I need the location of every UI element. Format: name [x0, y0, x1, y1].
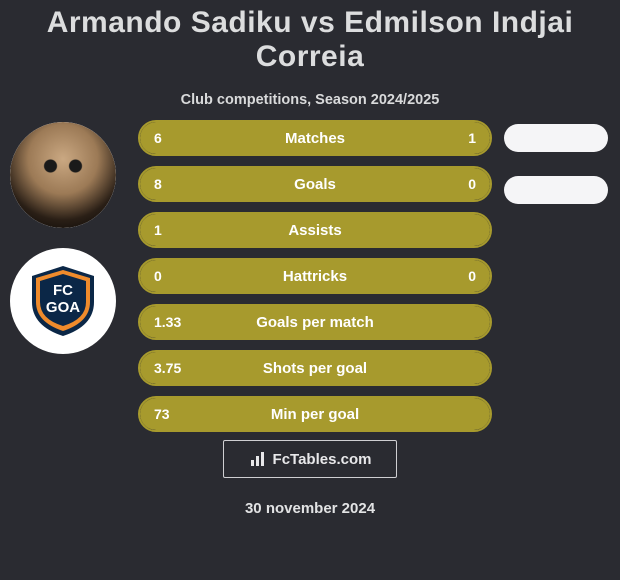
- stat-left-value: 73: [154, 406, 170, 422]
- stat-label: Goals: [294, 176, 336, 193]
- stat-row: 1 Assists: [138, 212, 492, 248]
- avatar-column: FC GOA: [10, 122, 122, 354]
- footer-brand-text: FcTables.com: [273, 451, 372, 468]
- stat-row: 3.75 Shots per goal: [138, 350, 492, 386]
- stat-label: Matches: [285, 130, 345, 147]
- player-avatar-left: [10, 122, 116, 228]
- indicator-oval: [504, 176, 608, 204]
- svg-text:FC: FC: [53, 282, 73, 299]
- stat-left-value: 1: [154, 222, 162, 238]
- fc-goa-logo-icon: FC GOA: [24, 262, 102, 340]
- stat-left-value: 1.33: [154, 314, 181, 330]
- stat-left-value: 6: [154, 130, 162, 146]
- stat-label: Hattricks: [283, 268, 347, 285]
- stat-label: Assists: [288, 222, 341, 239]
- svg-text:GOA: GOA: [46, 299, 80, 316]
- page-subtitle: Club competitions, Season 2024/2025: [0, 92, 620, 108]
- right-indicator-column: [504, 124, 608, 204]
- stat-left-value: 0: [154, 268, 162, 284]
- indicator-oval: [504, 124, 608, 152]
- stat-right-value: 0: [468, 176, 476, 192]
- stat-row: 0 Hattricks 0: [138, 258, 492, 294]
- page-title: Armando Sadiku vs Edmilson Indjai Correi…: [0, 0, 620, 74]
- stat-row: 6 Matches 1: [138, 120, 492, 156]
- club-logo: FC GOA: [10, 248, 116, 354]
- stat-row: 73 Min per goal: [138, 396, 492, 432]
- stat-left-value: 8: [154, 176, 162, 192]
- stat-row: 1.33 Goals per match: [138, 304, 492, 340]
- stat-row: 8 Goals 0: [138, 166, 492, 202]
- stat-right-value: 0: [468, 268, 476, 284]
- player-face: [10, 122, 116, 228]
- footer-brand-badge[interactable]: FcTables.com: [223, 440, 397, 478]
- stats-list: 6 Matches 1 8 Goals 0 1 Assists 0 Hattricks 0 1.33 G…: [138, 120, 492, 442]
- stat-label: Min per goal: [271, 406, 359, 423]
- stat-label: Shots per goal: [263, 360, 367, 377]
- bars-icon: [249, 450, 267, 468]
- stat-left-value: 3.75: [154, 360, 181, 376]
- stat-label: Goals per match: [256, 314, 374, 331]
- stat-right-value: 1: [468, 130, 476, 146]
- footer-date: 30 november 2024: [245, 500, 375, 517]
